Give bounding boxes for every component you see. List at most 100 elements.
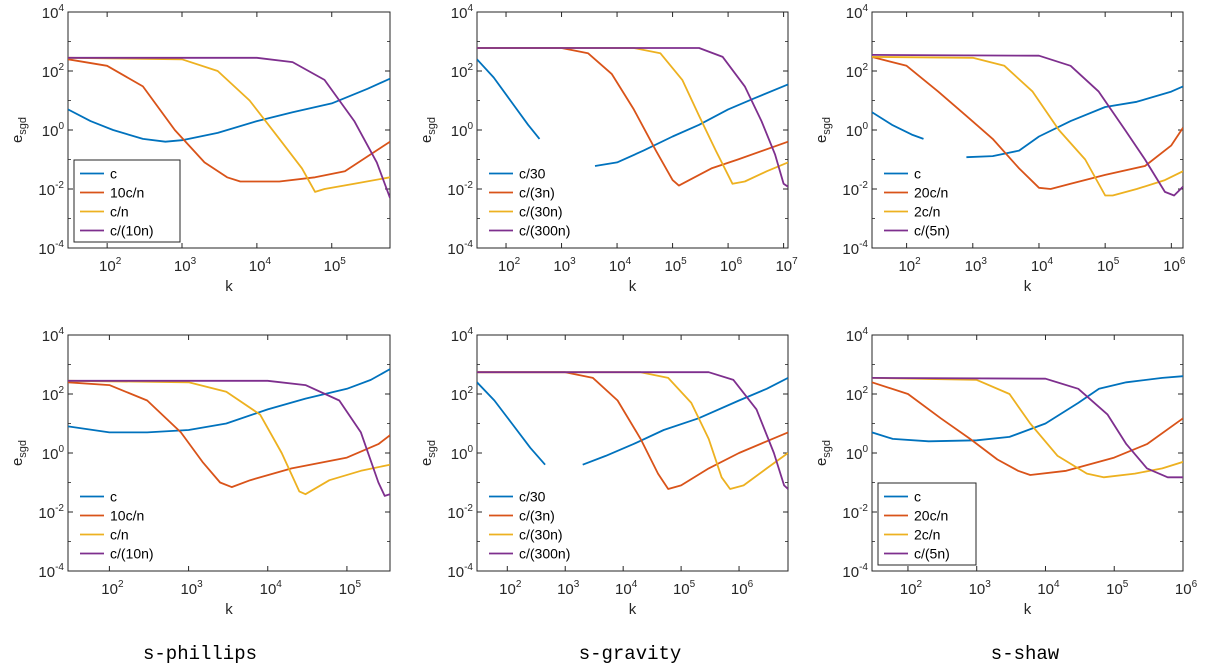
caption-s-gravity: s-gravity: [578, 643, 682, 665]
series-line-2: [477, 371, 788, 490]
legend-label-1: c/30: [519, 489, 546, 505]
legend: c/30 c/(3n) c/(30n) c/(300n): [489, 489, 570, 562]
legend-label-2: 20c/n: [914, 185, 948, 201]
y-tick-label: 104: [42, 3, 65, 22]
y-tick-label: 10-4: [447, 562, 473, 581]
legend-label-4: c/(300n): [519, 223, 570, 239]
subplot-3: 10-4 10-2 100 102 104 102 103 104 105 106 k esgd c 20…: [813, 3, 1186, 295]
series-line-4: [872, 54, 1183, 197]
x-tick-label: 103: [965, 256, 988, 275]
series-line-2: [477, 47, 788, 187]
series-line-3: [477, 47, 788, 185]
x-tick-label: 103: [557, 579, 580, 598]
y-tick-label: 102: [846, 385, 869, 404]
series-line-3: [872, 56, 1183, 197]
legend-label-1: c/30: [519, 166, 546, 182]
x-tick-label: 105: [1106, 579, 1129, 598]
legend-label-2: c/(3n): [519, 185, 555, 201]
y-axis-label: esgd: [813, 440, 833, 466]
y-tick-label: 102: [42, 385, 65, 404]
series-line-3: [68, 56, 390, 193]
legend-label-1: c: [914, 489, 921, 505]
x-tick-label: 104: [249, 256, 272, 275]
x-tick-label: 102: [498, 256, 521, 275]
x-tick-label: 102: [900, 579, 923, 598]
x-tick-label: 105: [1097, 256, 1120, 275]
y-tick-label: 100: [451, 121, 474, 140]
y-axis-label: esgd: [9, 440, 29, 466]
x-tick-label: 104: [1031, 256, 1054, 275]
x-tick-label: 104: [260, 579, 283, 598]
y-tick-label: 10-4: [38, 562, 64, 581]
y-tick-label: 10-2: [842, 503, 868, 522]
x-tick-label: 102: [101, 579, 124, 598]
series-line-3: [477, 371, 788, 490]
legend: c 20c/n 2c/n c/(5n): [884, 166, 950, 239]
series-line-1: [477, 381, 546, 466]
y-tick-label: 100: [42, 121, 65, 140]
x-tick-label: 104: [615, 579, 638, 598]
x-tick-label: 107: [775, 256, 798, 275]
x-tick-label: 103: [969, 579, 992, 598]
legend-label-1: c: [110, 489, 117, 505]
series-line-2: [68, 58, 390, 183]
x-tick-label: 105: [339, 579, 362, 598]
series-line-1: [477, 58, 541, 140]
x-tick-label: 106: [1175, 579, 1198, 598]
x-tick-label: 102: [499, 579, 522, 598]
y-axis-label: esgd: [418, 440, 438, 466]
y-tick-label: 10-4: [842, 239, 868, 258]
legend-label-4: c/(10n): [110, 546, 154, 562]
y-tick-label: 100: [846, 444, 869, 463]
series-line-4: [872, 377, 1183, 479]
legend-label-3: c/n: [110, 527, 129, 543]
legend: c 10c/n c/n c/(10n): [80, 489, 154, 562]
x-axis-label: k: [225, 601, 233, 618]
legend-label-2: 10c/n: [110, 185, 144, 201]
subplot-2: 10-4 10-2 100 102 104 102 103 104 105 106 107 k esgd…: [418, 3, 798, 295]
axes-box: [476, 11, 789, 249]
legend-label-1: c: [110, 166, 117, 182]
y-tick-label: 104: [451, 3, 474, 22]
x-tick-label: 102: [898, 256, 921, 275]
series-line-1: [582, 377, 788, 466]
legend-label-4: c/(5n): [914, 223, 950, 239]
legend: c/30 c/(3n) c/(30n) c/(300n): [489, 166, 570, 239]
x-axis-label: k: [629, 601, 637, 618]
series-line-1: [68, 368, 390, 434]
legend-label-4: c/(10n): [110, 223, 154, 239]
y-tick-label: 10-2: [447, 503, 473, 522]
series-group: [68, 368, 390, 497]
x-tick-label: 106: [731, 579, 754, 598]
y-tick-label: 104: [846, 326, 869, 345]
x-tick-label: 103: [180, 579, 203, 598]
legend-label-3: 2c/n: [914, 204, 940, 220]
y-tick-label: 10-2: [447, 180, 473, 199]
y-tick-label: 104: [42, 326, 65, 345]
series-group: [872, 375, 1183, 479]
x-tick-label: 105: [664, 256, 687, 275]
axes-box: [476, 334, 789, 572]
y-tick-label: 102: [846, 62, 869, 81]
series-line-2: [872, 381, 1183, 476]
legend-label-3: c/n: [110, 204, 129, 220]
x-tick-label: 103: [174, 256, 197, 275]
y-axis-label: esgd: [9, 117, 29, 143]
series-line-4: [68, 56, 390, 199]
series-group: [477, 47, 788, 188]
x-tick-label: 102: [99, 256, 122, 275]
series-line-4: [477, 47, 788, 188]
series-line-1: [872, 375, 1183, 443]
subplot-1: 10-4 10-2 100 102 104 102 103 104 105 k esgd c 10c/n…: [9, 3, 391, 295]
series-line-1: [872, 111, 924, 140]
axes-box: [67, 334, 391, 572]
y-tick-label: 104: [846, 3, 869, 22]
subplot-4: 10-4 10-2 100 102 104 102 103 104 105 k esgd c 10c/n…: [9, 326, 391, 618]
series-group: [477, 371, 788, 490]
axes-box: [871, 11, 1184, 249]
series-line-4: [68, 379, 390, 497]
legend-label-2: c/(3n): [519, 508, 555, 524]
y-tick-label: 10-4: [447, 239, 473, 258]
subplot-6: 10-4 10-2 100 102 104 102 103 104 105 106 k esgd c 20…: [813, 326, 1198, 618]
